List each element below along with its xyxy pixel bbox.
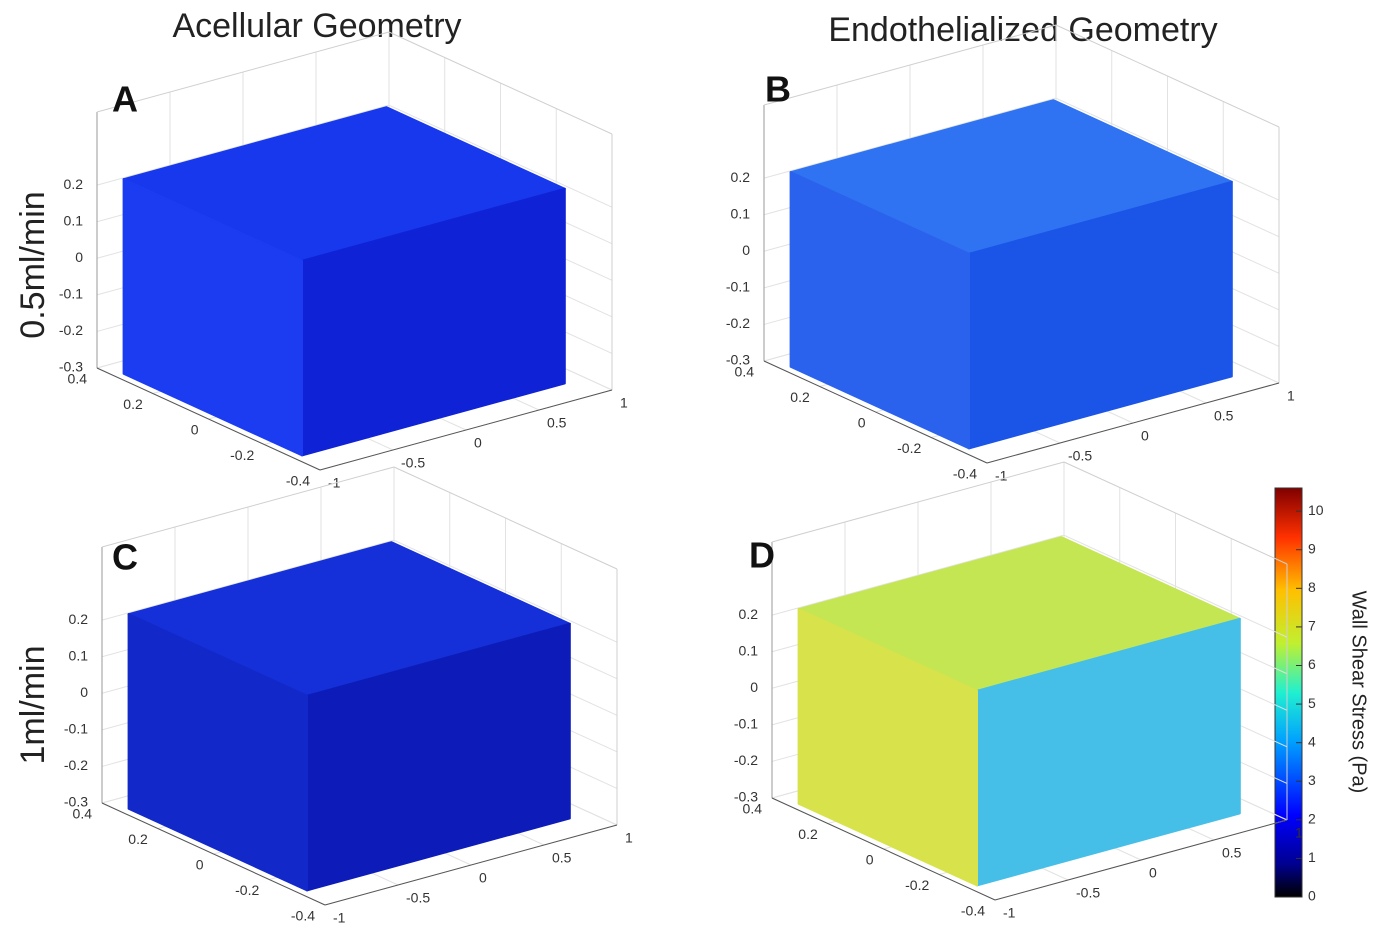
colorbar-tick-label: 4 — [1308, 733, 1316, 749]
colorbar-tick-label: 2 — [1308, 811, 1316, 827]
x-tick-label: 0 — [1141, 428, 1149, 444]
colorbar-label: Wall Shear Stress (Pa) — [1348, 591, 1370, 794]
y-tick-label: -0.2 — [235, 882, 259, 898]
row-label: 1ml/min — [14, 645, 52, 764]
z-tick-label: 0 — [750, 679, 758, 695]
z-tick-label: 0.1 — [69, 647, 89, 663]
x-tick-label: -1 — [328, 475, 341, 491]
x-tick-label: 1 — [1295, 825, 1303, 841]
z-tick-label: 0.1 — [64, 212, 84, 228]
x-tick-label: 0.5 — [552, 850, 572, 866]
z-tick-label: -0.1 — [59, 286, 83, 302]
y-tick-label: 0 — [858, 415, 866, 431]
colorbar-tick-label: 1 — [1308, 849, 1316, 865]
z-tick-label: -0.1 — [734, 716, 758, 732]
x-tick-label: 1 — [620, 395, 628, 411]
x-tick-label: -1 — [995, 468, 1008, 484]
z-tick-label: 0 — [742, 242, 750, 258]
y-tick-label: 0.4 — [68, 371, 88, 387]
x-tick-label: -1 — [333, 910, 346, 926]
z-tick-label: 0.2 — [64, 176, 84, 192]
y-tick-label: 0.2 — [123, 396, 143, 412]
z-tick-label: 0 — [75, 249, 83, 265]
z-tick-label: 0 — [80, 684, 88, 700]
y-tick-label: 0 — [196, 857, 204, 873]
y-tick-label: 0.2 — [798, 826, 818, 842]
x-tick-label: 0 — [479, 870, 487, 886]
colorbar-tick-label: 10 — [1308, 502, 1324, 518]
colorbar-tick-label: 8 — [1308, 579, 1316, 595]
z-tick-label: 0.1 — [731, 205, 751, 221]
y-tick-label: -0.2 — [905, 877, 929, 893]
column-title: Endothelialized Geometry — [828, 11, 1217, 49]
z-tick-label: 0.2 — [69, 611, 89, 627]
colorbar-tick-label: 5 — [1308, 695, 1316, 711]
panel-letter: D — [749, 535, 775, 576]
colorbar-tick-label: 0 — [1308, 888, 1316, 904]
x-tick-label: 0 — [474, 435, 482, 451]
y-tick-label: 0.4 — [735, 364, 755, 380]
z-tick-label: -0.2 — [734, 752, 758, 768]
panel-letter: B — [765, 69, 791, 110]
z-tick-label: -0.2 — [59, 322, 83, 338]
x-tick-label: -0.5 — [406, 890, 430, 906]
z-tick-label: 0.2 — [739, 606, 759, 622]
z-tick-label: 0.2 — [731, 169, 751, 185]
x-tick-label: 0.5 — [1214, 408, 1234, 424]
x-tick-label: 0.5 — [1222, 845, 1242, 861]
y-tick-label: 0.4 — [73, 806, 93, 822]
x-tick-label: 0.5 — [547, 415, 567, 431]
x-tick-label: -0.5 — [1076, 885, 1100, 901]
y-tick-label: 0.2 — [790, 389, 810, 405]
x-tick-label: 1 — [1287, 388, 1295, 404]
y-tick-label: 0.4 — [743, 801, 763, 817]
colorbar-tick-label: 3 — [1308, 772, 1316, 788]
colorbar-tick-label: 9 — [1308, 540, 1316, 556]
y-tick-label: -0.2 — [897, 440, 921, 456]
row-label: 0.5ml/min — [14, 191, 52, 338]
panel-letter: A — [112, 79, 138, 120]
y-tick-label: 0 — [866, 852, 874, 868]
y-tick-label: 0 — [191, 422, 199, 438]
figure: Acellular Geometry Endothelialized Geome… — [0, 0, 1385, 929]
x-tick-label: 1 — [625, 830, 633, 846]
z-tick-label: -0.2 — [726, 315, 750, 331]
y-tick-label: -0.2 — [230, 447, 254, 463]
y-tick-label: -0.4 — [286, 473, 310, 489]
colorbar-tick-label: 6 — [1308, 656, 1316, 672]
y-tick-label: 0.2 — [128, 831, 148, 847]
y-tick-label: -0.4 — [291, 908, 315, 924]
x-tick-label: -1 — [1003, 905, 1016, 921]
z-tick-label: -0.1 — [726, 279, 750, 295]
y-tick-label: -0.4 — [961, 903, 985, 919]
y-tick-label: -0.4 — [953, 466, 977, 482]
column-title: Acellular Geometry — [172, 7, 461, 45]
z-tick-label: -0.1 — [64, 721, 88, 737]
x-tick-label: -0.5 — [1068, 448, 1092, 464]
colorbar-tick-label: 7 — [1308, 618, 1316, 634]
x-tick-label: 0 — [1149, 865, 1157, 881]
z-tick-label: 0.1 — [739, 642, 759, 658]
x-tick-label: -0.5 — [401, 455, 425, 471]
z-tick-label: -0.2 — [64, 757, 88, 773]
panel-letter: C — [112, 537, 138, 578]
